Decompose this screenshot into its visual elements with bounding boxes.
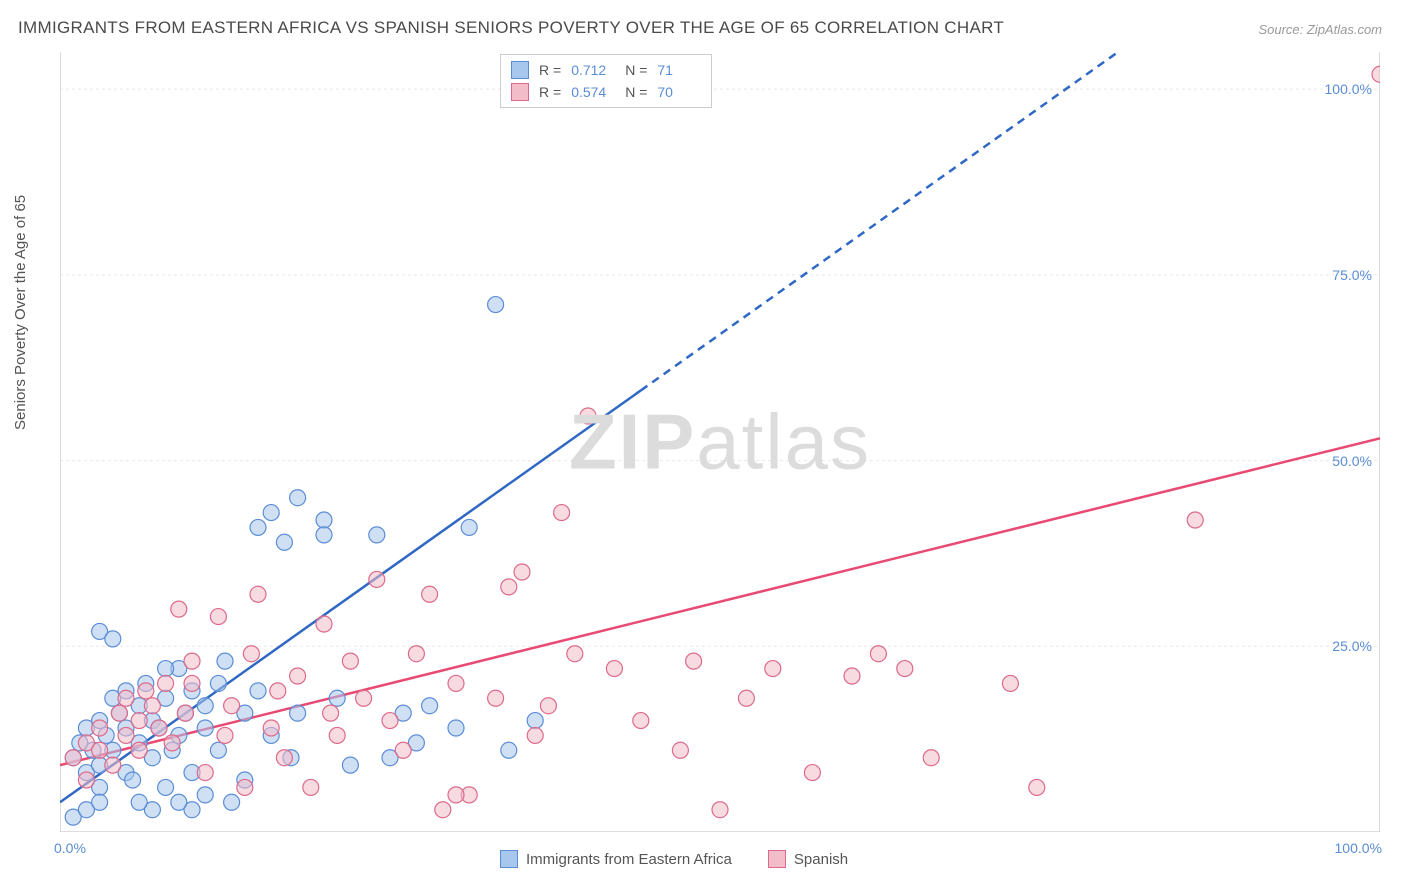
scatter-chart xyxy=(60,52,1380,832)
r-value-b: 0.574 xyxy=(571,84,615,100)
y-tick-label: 50.0% xyxy=(1332,453,1372,469)
x-tick-label: 100.0% xyxy=(1335,840,1382,856)
legend-label-b: Spanish xyxy=(794,851,848,868)
swatch-bottom-b xyxy=(768,850,786,868)
n-label: N = xyxy=(625,84,647,100)
swatch-bottom-a xyxy=(500,850,518,868)
n-value-b: 70 xyxy=(657,84,701,100)
series-legend: Immigrants from Eastern Africa Spanish xyxy=(500,850,848,868)
chart-title: IMMIGRANTS FROM EASTERN AFRICA VS SPANIS… xyxy=(18,18,1004,38)
n-value-a: 71 xyxy=(657,62,701,78)
legend-item-series-a: Immigrants from Eastern Africa xyxy=(500,850,732,868)
correlation-legend: R = 0.712 N = 71 R = 0.574 N = 70 xyxy=(500,54,712,108)
legend-label-a: Immigrants from Eastern Africa xyxy=(526,851,732,868)
legend-row-series-b: R = 0.574 N = 70 xyxy=(511,81,701,103)
plot-area: ZIPatlas R = 0.712 N = 71 R = 0.574 N = … xyxy=(60,52,1380,832)
y-tick-label: 25.0% xyxy=(1332,638,1372,654)
source-label: Source: ZipAtlas.com xyxy=(1258,22,1382,37)
legend-row-series-a: R = 0.712 N = 71 xyxy=(511,59,701,81)
n-label: N = xyxy=(625,62,647,78)
y-axis-label: Seniors Poverty Over the Age of 65 xyxy=(12,195,29,430)
legend-item-series-b: Spanish xyxy=(768,850,848,868)
swatch-series-a xyxy=(511,61,529,79)
x-tick-label: 0.0% xyxy=(54,840,86,856)
swatch-series-b xyxy=(511,83,529,101)
r-value-a: 0.712 xyxy=(571,62,615,78)
r-label: R = xyxy=(539,84,561,100)
y-tick-label: 75.0% xyxy=(1332,267,1372,283)
r-label: R = xyxy=(539,62,561,78)
y-tick-label: 100.0% xyxy=(1325,81,1372,97)
